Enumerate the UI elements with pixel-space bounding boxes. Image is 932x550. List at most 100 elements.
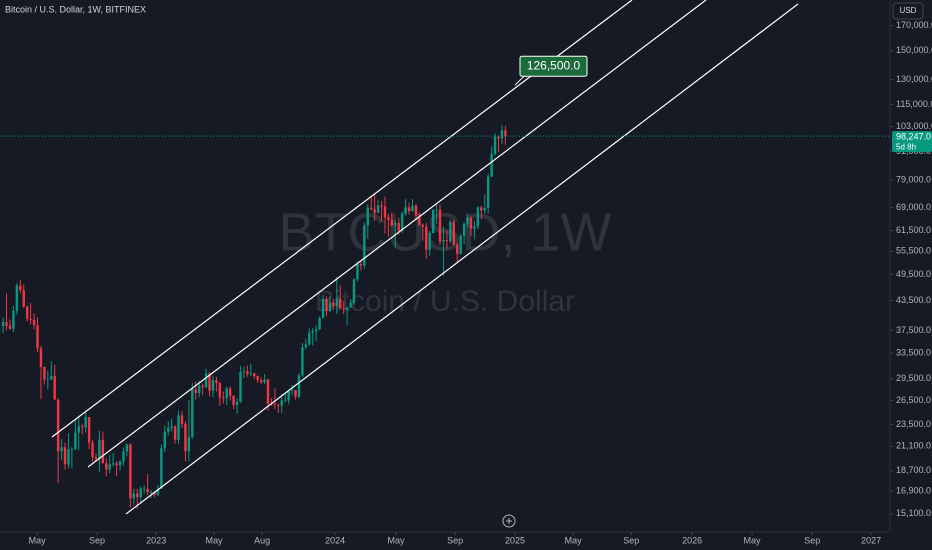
channel-middle	[87, 0, 707, 468]
last-price-box	[892, 131, 932, 153]
candle-body	[125, 444, 129, 452]
y-tick-label: 130,000.0	[896, 74, 932, 84]
candle-body	[480, 207, 483, 211]
currency: USD	[900, 6, 917, 15]
candle-body	[308, 332, 311, 345]
candle-body	[46, 379, 50, 381]
candle-body	[290, 390, 294, 391]
candle-body	[222, 397, 225, 399]
candle-body	[173, 426, 177, 440]
y-tick-label: 115,000.0	[896, 99, 932, 109]
candle-body	[297, 375, 301, 397]
candle-body	[136, 493, 139, 498]
candle-body	[101, 439, 105, 464]
candle-body	[483, 208, 486, 211]
countdown-label: 5d 8h	[896, 142, 916, 151]
candle-body	[122, 451, 125, 462]
candle-body	[105, 463, 108, 470]
candle-body	[373, 209, 376, 213]
candle-body	[445, 240, 449, 242]
candle-body	[98, 439, 101, 460]
candle-body	[218, 382, 222, 398]
candle-body	[266, 379, 270, 404]
candle-body	[466, 217, 469, 224]
candle-body	[132, 493, 136, 499]
candle-body	[363, 225, 366, 266]
candle-body	[397, 222, 400, 231]
candle-body	[43, 366, 46, 380]
candle-body	[211, 380, 215, 391]
y-tick-label: 79,000.0	[896, 175, 931, 185]
candle-body	[67, 449, 70, 465]
candle-body	[129, 444, 132, 499]
candle-body	[469, 217, 473, 229]
candle-body	[249, 373, 253, 375]
candle-body	[263, 379, 266, 383]
candle-body	[177, 415, 180, 440]
y-tick-label: 103,000.0	[896, 121, 932, 131]
candle-body	[366, 207, 369, 226]
x-tick-label: May	[565, 535, 583, 545]
candle-body	[115, 463, 118, 466]
y-tick-label: 49,500.0	[896, 269, 931, 279]
candle-body	[232, 395, 235, 406]
candle-body	[118, 461, 122, 466]
y-tick-label: 16,900.0	[896, 486, 931, 496]
candle-body	[370, 207, 373, 210]
candle-body	[56, 399, 60, 452]
candle-body	[204, 373, 208, 388]
candle-body	[490, 154, 493, 177]
candle-body	[304, 344, 308, 348]
candle-body	[449, 221, 452, 242]
candle-body	[70, 449, 74, 451]
candle-body	[50, 376, 53, 380]
candle-body	[167, 428, 170, 432]
x-tick-label: Sep	[804, 535, 820, 545]
candle-body	[108, 464, 111, 470]
candle-body	[253, 373, 256, 377]
candle-body	[504, 130, 507, 137]
candle-body	[53, 376, 56, 400]
candle-body	[19, 285, 22, 291]
annotation-label: 126,500.0	[527, 58, 581, 72]
candle-body	[87, 417, 91, 443]
candle-body	[400, 213, 404, 231]
last-price-label: 98,247.0	[896, 132, 931, 142]
candles	[1, 124, 507, 509]
candle-body	[22, 290, 25, 307]
candle-body	[156, 488, 160, 495]
y-tick-label: 15,100.0	[896, 508, 931, 518]
candle-body	[287, 390, 290, 401]
goto-realtime-icon[interactable]	[502, 514, 516, 528]
candle-body	[387, 217, 390, 220]
candle-body	[428, 232, 431, 250]
y-tick-label: 43,500.0	[896, 295, 931, 305]
x-tick-label: 2023	[146, 535, 166, 545]
candle-body	[225, 388, 228, 399]
candle-body	[208, 373, 211, 391]
candle-body	[149, 492, 153, 494]
candle-body	[301, 347, 304, 376]
candle-body	[139, 488, 142, 498]
candle-body	[160, 448, 163, 489]
candle-body	[25, 306, 29, 319]
candle-body	[376, 205, 380, 213]
candle-body	[349, 302, 352, 308]
currency-box[interactable]	[892, 2, 924, 20]
candle-body	[5, 321, 8, 326]
candle-body	[170, 426, 173, 429]
candle-body	[500, 130, 504, 139]
candle-body	[456, 244, 459, 254]
candle-body	[411, 205, 414, 211]
symbol-watermark: BTCUSD, 1W	[278, 202, 611, 262]
candle-body	[442, 240, 445, 242]
description-watermark: Bitcoin / U.S. Dollar	[315, 285, 575, 318]
candle-body	[63, 447, 67, 465]
candle-body	[407, 207, 411, 211]
y-tick-label: 150,000.0	[896, 45, 932, 55]
candle-body	[1, 321, 5, 327]
candle-body	[77, 426, 80, 433]
candle-body	[94, 457, 98, 460]
channel-lower	[125, 3, 799, 515]
